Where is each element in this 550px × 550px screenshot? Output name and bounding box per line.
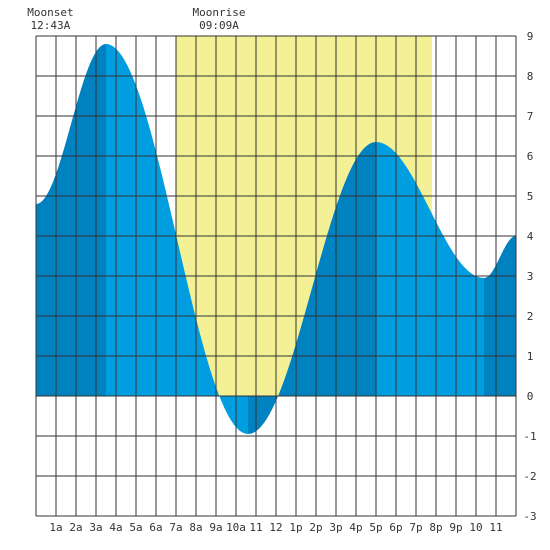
y-tick-label: -3 (523, 510, 536, 523)
x-tick-label: 4p (349, 521, 362, 534)
tide-segment (106, 44, 248, 434)
x-tick-label: 4a (109, 521, 122, 534)
y-tick-label: 4 (527, 230, 534, 243)
x-tick-label: 1p (289, 521, 302, 534)
x-tick-label: 7a (169, 521, 182, 534)
y-axis-ticks: -3 -2 -1 0 1 2 3 4 5 6 7 8 9 (523, 30, 536, 523)
x-tick-label: 3a (89, 521, 102, 534)
x-axis-ticks: 1a 2a 3a 4a 5a 6a 7a 8a 9a 10a 11 12 1p 2p 3p 4p 5p 6p 7p 8… (49, 521, 502, 534)
moonrise-time: 09:09A (199, 19, 239, 32)
x-tick-label: 10 (469, 521, 482, 534)
x-tick-label: 5a (129, 521, 142, 534)
x-tick-label: 11 (249, 521, 262, 534)
tide-segment (248, 142, 376, 434)
tide-segment (36, 44, 106, 396)
x-tick-label: 2a (69, 521, 82, 534)
x-tick-label: 8p (429, 521, 442, 534)
y-tick-label: -2 (523, 470, 536, 483)
moonset-label: Moonset (27, 6, 73, 19)
x-tick-label: 6a (149, 521, 162, 534)
moonset-annotation: Moonset 12:43A (27, 6, 73, 32)
y-tick-label: 3 (527, 270, 534, 283)
y-tick-label: 0 (527, 390, 534, 403)
y-tick-label: -1 (523, 430, 536, 443)
tide-segment (376, 142, 484, 396)
x-tick-label: 10a (226, 521, 246, 534)
x-tick-label: 9p (449, 521, 462, 534)
x-tick-label: 7p (409, 521, 422, 534)
y-tick-label: 9 (527, 30, 534, 43)
x-tick-label: 1a (49, 521, 62, 534)
grid-lines (35, 35, 517, 517)
x-tick-label: 9a (209, 521, 222, 534)
x-tick-label: 3p (329, 521, 342, 534)
x-tick-label: 8a (189, 521, 202, 534)
x-tick-label: 11 (489, 521, 502, 534)
moonrise-annotation: Moonrise 09:09A (193, 6, 246, 32)
y-tick-label: 5 (527, 190, 534, 203)
y-tick-label: 1 (527, 350, 534, 363)
moonset-time: 12:43A (31, 19, 71, 32)
y-tick-label: 6 (527, 150, 534, 163)
x-tick-label: 12 (269, 521, 282, 534)
y-tick-label: 7 (527, 110, 534, 123)
x-tick-label: 6p (389, 521, 402, 534)
x-tick-label: 2p (309, 521, 322, 534)
x-tick-label: 5p (369, 521, 382, 534)
y-tick-label: 8 (527, 70, 534, 83)
moonrise-label: Moonrise (193, 6, 246, 19)
y-tick-label: 2 (527, 310, 534, 323)
